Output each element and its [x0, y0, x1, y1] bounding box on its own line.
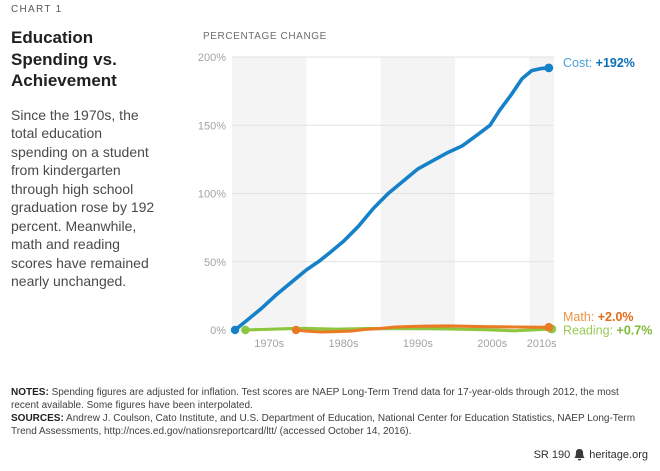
sources-text: SOURCES: Andrew J. Coulson, Cato Institu…: [11, 413, 636, 437]
spending-vs-achievement-line-chart: 0% 50% 100% 150% 200% 1970s 1980s 1990s 2000s 201…: [198, 52, 652, 350]
cost-line: [233, 66, 551, 332]
reading-start-dot: [241, 325, 250, 335]
notes-text: NOTES: Spending figures are adjusted for…: [11, 387, 619, 411]
y-axis-title: PERCENTAGE CHANGE: [203, 31, 327, 42]
math-end-dot: [544, 322, 554, 332]
x-tick-label: 2000s: [477, 338, 507, 350]
x-tick-label: 1990s: [403, 338, 433, 350]
page-title: Education Spending vs. Achievement: [11, 28, 117, 90]
math-series-label: Math: +2.0%: [563, 310, 634, 324]
site-name: heritage.org: [589, 449, 648, 461]
y-tick-label: 200%: [198, 52, 226, 64]
cost-end-dot: [544, 63, 554, 73]
y-tick-label: 150%: [198, 120, 226, 132]
heritage-bell-icon: [574, 449, 585, 461]
chart-header: CHART 1 Education Spending vs. Achieveme…: [11, 4, 197, 291]
x-tick-label: 2010s: [527, 338, 557, 350]
y-tick-label: 100%: [198, 189, 226, 201]
cost-start-dot: [230, 325, 240, 335]
math-line: [294, 324, 551, 334]
sources-label: SOURCES:: [11, 413, 64, 424]
chart-description: Since the 1970s, the total education spe…: [11, 106, 155, 290]
y-tick-label: 0%: [210, 325, 226, 337]
notes-sources: NOTES: Spending figures are adjusted for…: [11, 386, 660, 438]
y-tick-label: 50%: [204, 257, 226, 269]
chart-number: CHART 1: [11, 4, 63, 15]
cost-series-label: Cost: +192%: [563, 56, 635, 70]
reading-series-label: Reading: +0.7%: [563, 324, 652, 338]
x-tick-label: 1980s: [329, 338, 359, 350]
notes-label: NOTES:: [11, 387, 49, 398]
math-start-dot: [291, 325, 301, 335]
x-tick-label: 1970s: [254, 338, 284, 350]
report-id: SR 190: [533, 449, 571, 461]
report-footer: SR 190 heritage.org: [534, 449, 648, 461]
